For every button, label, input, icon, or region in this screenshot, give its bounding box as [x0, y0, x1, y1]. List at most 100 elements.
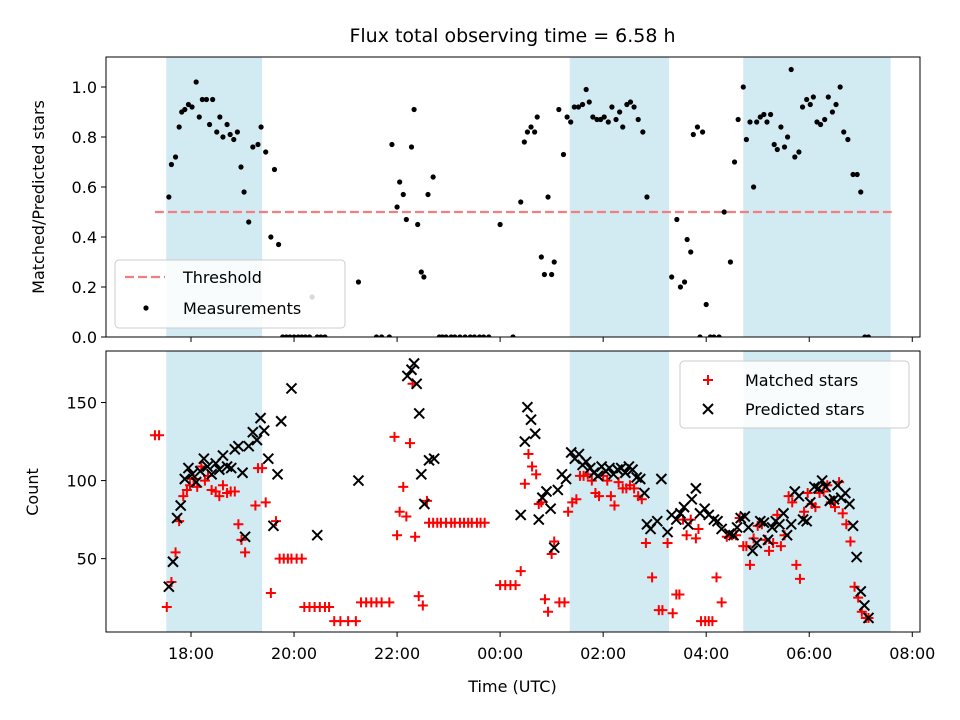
- top-panel: 0.0 0.2 0.4 0.6 0.8 1.0 Threshold Measurements: [72, 56, 921, 347]
- bottom-x-point-30: [285, 382, 298, 395]
- top-dot-point-91: [583, 86, 589, 93]
- bottom-x-point-35: [408, 357, 420, 370]
- top-dot-point-47: [389, 141, 395, 148]
- top-dot-point-51: [403, 216, 409, 223]
- top-dot-point-0: [166, 194, 172, 200]
- bottom-plus-point-84: [527, 461, 538, 472]
- top-dot-point-92: [586, 99, 592, 105]
- bottom-x-point-109: [785, 518, 797, 530]
- bottom-x-point-129: [862, 612, 875, 624]
- bottom-x-point-52: [552, 484, 564, 496]
- top-shaded-interval-3: [743, 57, 891, 337]
- bottom-x-point-31: [311, 529, 323, 541]
- bottom-plot-area: [149, 357, 875, 627]
- top-dot-point-3: [176, 124, 182, 130]
- legend-measurements-label: Measurements: [183, 299, 301, 318]
- top-dot-point-111: [681, 279, 688, 285]
- bottom-y-tick-label-0: 50: [77, 550, 97, 569]
- top-dot-point-134: [767, 111, 774, 118]
- top-dot-point-124: [731, 159, 738, 165]
- top-dot-point-25: [255, 141, 261, 148]
- top-dot-point-127: [743, 136, 749, 143]
- top-dot-point-5: [182, 106, 188, 113]
- bottom-x-point-18: [232, 440, 245, 452]
- bottom-x-point-34: [405, 364, 418, 376]
- bottom-plus-point-163: [837, 508, 848, 519]
- top-dot-point-89: [575, 104, 582, 110]
- bottom-plus-point-91: [549, 536, 560, 547]
- top-dot-point-155: [845, 136, 851, 143]
- bottom-x-point-84: [682, 518, 694, 530]
- bottom-plus-point-147: [775, 541, 786, 552]
- bottom-plus-point-59: [410, 531, 421, 542]
- bottom-x-point-78: [655, 473, 668, 485]
- top-dot-point-153: [837, 84, 843, 90]
- top-dot-point-156: [850, 171, 856, 178]
- bottom-x-point-82: [674, 507, 687, 520]
- bottom-x-point-13: [213, 463, 226, 476]
- bottom-plus-point-51: [384, 597, 395, 608]
- top-dot-point-122: [721, 209, 727, 215]
- top-dot-point-121: [716, 334, 722, 337]
- bottom-x-point-74: [638, 487, 651, 499]
- top-y-tick-label-4: 0.8: [72, 128, 97, 147]
- bottom-x-point-85: [686, 493, 698, 506]
- bottom-plus-point-114: [640, 538, 651, 549]
- top-dot-point-80: [541, 271, 548, 278]
- bottom-x-point-100: [750, 537, 763, 549]
- legend-predicted-label: Predicted stars: [745, 400, 865, 419]
- top-dot-point-65: [462, 334, 468, 337]
- bottom-x-point-50: [544, 502, 557, 515]
- top-dot-point-140: [788, 66, 794, 73]
- bottom-x-point-69: [619, 467, 632, 479]
- bottom-x-point-1: [167, 556, 179, 568]
- top-dot-point-77: [532, 129, 538, 135]
- top-dot-point-142: [796, 149, 802, 155]
- top-dot-point-154: [841, 129, 847, 135]
- bottom-plus-point-23: [240, 547, 251, 558]
- bottom-x-point-24: [254, 412, 267, 424]
- top-dot-point-20: [234, 129, 240, 135]
- top-dot-point-71: [497, 221, 503, 228]
- bottom-plus-point-166: [849, 581, 860, 592]
- bottom-plus-point-4: [170, 547, 181, 558]
- bottom-x-tick-label-4: 02:00: [580, 644, 626, 663]
- top-dot-point-150: [825, 94, 831, 100]
- bottom-plus-point-111: [629, 483, 640, 494]
- legend-predicted-swatch: [702, 403, 714, 415]
- top-dot-point-33: [287, 334, 293, 337]
- top-dot-point-57: [425, 191, 431, 198]
- top-dot-point-96: [601, 114, 607, 120]
- bottom-x-point-128: [858, 599, 871, 612]
- top-dot-point-123: [727, 259, 734, 265]
- top-dot-point-21: [238, 164, 244, 170]
- bottom-x-point-7: [190, 476, 202, 488]
- bottom-y-tick-label-2: 150: [66, 394, 97, 413]
- top-dot-point-106: [640, 129, 646, 135]
- bottom-plus-point-125: [690, 533, 701, 544]
- bottom-plus-point-106: [609, 500, 620, 511]
- top-dot-point-145: [807, 101, 813, 108]
- bottom-plus-point-138: [741, 541, 752, 552]
- bottom-x-point-112: [797, 513, 809, 526]
- bottom-plus-point-20: [229, 486, 240, 497]
- bottom-x-point-26: [262, 453, 274, 465]
- bottom-plus-point-61: [417, 600, 428, 611]
- bottom-x-tick-label-1: 20:00: [271, 644, 317, 663]
- bottom-plus-point-76: [479, 517, 490, 528]
- top-dot-point-56: [421, 274, 427, 280]
- top-axes-frame: [105, 56, 921, 338]
- chart-title: Flux total observing time = 6.58 h: [349, 25, 675, 47]
- top-dot-point-26: [258, 124, 264, 130]
- top-dot-point-98: [609, 104, 615, 110]
- top-dot-point-63: [452, 334, 458, 337]
- top-dot-point-84: [556, 106, 562, 113]
- top-dot-point-85: [560, 151, 567, 158]
- bottom-x-tick-label-2: 22:00: [374, 644, 420, 663]
- top-dot-point-137: [778, 124, 784, 130]
- top-dot-point-105: [635, 116, 641, 123]
- top-dot-point-118: [703, 301, 709, 308]
- top-y-tick-label-0: 0.0: [72, 328, 97, 347]
- bottom-plus-point-85: [531, 469, 542, 480]
- bottom-x-point-113: [800, 515, 813, 527]
